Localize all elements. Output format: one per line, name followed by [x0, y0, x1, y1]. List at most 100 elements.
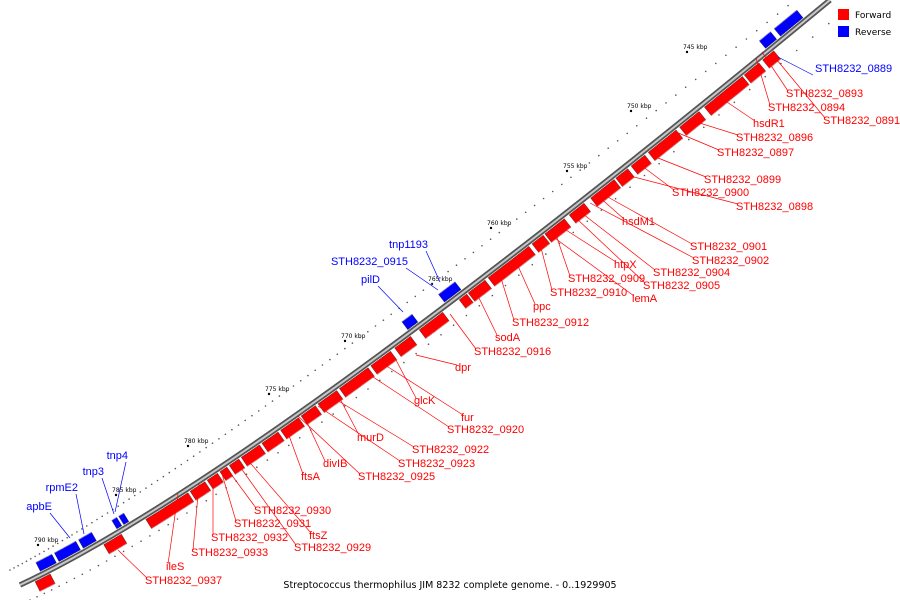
ruler-dot: [162, 475, 165, 478]
forward-gene: [394, 336, 418, 358]
inner-ruler-dot: [504, 284, 507, 287]
ruler-dot: [285, 390, 288, 392]
gene-label-sth8232-0923: STH8232_0923: [398, 458, 475, 470]
forward-gene: [704, 76, 750, 116]
ruler-dot: [218, 438, 220, 440]
ruler-dot: [516, 218, 518, 220]
leader-line-sth8232-0916: [449, 313, 477, 350]
reverse-gene-highlight: [54, 540, 76, 554]
ruler-dot: [455, 264, 458, 267]
leader-line-sth8232-0902: [589, 202, 695, 259]
ruler-dot: [292, 385, 295, 387]
ruler-tick-mark: [685, 50, 689, 54]
leader-line-sth8232-0930: [227, 469, 257, 509]
ruler-dot: [607, 147, 609, 149]
leader-line-iles: [167, 493, 179, 565]
gene-label-tnp3: tnp3: [83, 466, 104, 478]
ruler-dot: [106, 512, 109, 514]
inner-ruler-dot: [89, 569, 91, 571]
ruler-dot: [237, 424, 240, 426]
ruler-dot: [128, 498, 130, 500]
forward-gene-highlight: [551, 226, 572, 244]
ruler-dot: [645, 117, 648, 119]
leader-line-sth8232-0925: [297, 415, 361, 475]
ruler-dot: [351, 342, 354, 344]
reverse-gene-highlight: [35, 553, 52, 563]
reverse-gene: [401, 313, 419, 330]
reverse-gene-highlight: [758, 31, 771, 42]
inner-ruler-dot: [795, 49, 798, 52]
inner-ruler-dot: [36, 596, 38, 598]
leader-line-glck: [395, 359, 417, 399]
inner-ruler-dot: [321, 421, 323, 423]
legend-reverse-label: Reverse: [855, 28, 892, 38]
reverse-gene-highlight: [111, 516, 117, 521]
leader-line-sth8232-0901: [605, 195, 693, 245]
gene-label-sth8232-0925: STH8232_0925: [358, 471, 435, 483]
gene-label-lema: lemA: [632, 293, 658, 305]
reverse-gene: [118, 512, 130, 525]
ruler-dot: [626, 132, 628, 135]
legend-forward-swatch: [838, 9, 849, 20]
ruler-dot: [251, 414, 253, 417]
inner-ruler-dot: [415, 352, 417, 355]
kbp-label-770: 770 kbp: [341, 333, 366, 340]
inner-ruler-dot: [186, 512, 188, 514]
leader-line-tnp1193: [425, 250, 441, 283]
gene-label-sth8232-0894: STH8232_0894: [768, 102, 845, 114]
leader-line-tnp3: [101, 477, 115, 515]
inner-ruler-dot: [167, 523, 169, 526]
inner-ruler-dot: [391, 370, 393, 373]
ruler-dot: [616, 140, 619, 142]
inner-ruler-dot: [205, 499, 208, 502]
inner-ruler-dot: [440, 334, 442, 336]
inner-ruler-dot: [629, 186, 631, 188]
ruler-dot: [745, 38, 748, 40]
ruler-dot: [25, 560, 28, 562]
ruler-dot: [766, 21, 768, 24]
leader-line-sth8232-0891: [771, 53, 826, 119]
leader-line-sth8232-0920: [369, 374, 450, 428]
inner-ruler-dot: [58, 585, 60, 587]
ruler-dot: [199, 451, 201, 453]
inner-ruler-dot: [332, 413, 335, 415]
forward-gene: [317, 390, 344, 414]
ruler-dot: [329, 358, 331, 361]
forward-gene: [189, 481, 212, 501]
leader-line-sth8232-0923: [317, 405, 401, 462]
ruler-dot: [787, 4, 789, 7]
reverse-gene: [54, 540, 81, 562]
kbp-label-765: 765 kbp: [428, 276, 453, 283]
ruler-dot: [271, 400, 274, 402]
inner-ruler-dot: [688, 138, 690, 141]
leader-line-soda: [477, 295, 498, 336]
ruler-tick-mark: [343, 339, 347, 343]
ruler-dot: [524, 211, 527, 214]
gene-label-sth8232-0900: STH8232_0900: [672, 187, 749, 199]
inner-ruler-dot: [600, 209, 603, 211]
ruler-dot: [507, 225, 509, 227]
ruler-dot: [542, 197, 545, 200]
ruler-dot: [314, 369, 317, 372]
ruler-dot: [257, 410, 260, 412]
backbone-shadow: [18, 0, 832, 588]
reverse-gene: [78, 531, 97, 549]
forward-gene: [743, 62, 767, 84]
reverse-gene: [111, 516, 123, 530]
forward-gene-highlight: [235, 467, 246, 476]
inner-ruler-dot: [97, 564, 100, 567]
ruler-dot: [498, 231, 501, 234]
leader-line-tnp4: [114, 461, 127, 513]
ruler-dot: [96, 518, 98, 521]
leader-line-sth8232-0894: [755, 57, 771, 106]
ruler-dot: [9, 569, 11, 571]
forward-gene: [418, 311, 450, 339]
ruler-dot: [561, 183, 563, 186]
ruler-dot: [675, 94, 677, 96]
ruler-dot: [694, 78, 697, 81]
inner-ruler-dot: [114, 555, 116, 558]
gene-label-sth8232-0931: STH8232_0931: [234, 518, 311, 530]
inner-ruler-dot: [50, 589, 53, 591]
leader-line-sth8232-0898: [629, 175, 739, 205]
ruler-dot: [71, 534, 73, 536]
